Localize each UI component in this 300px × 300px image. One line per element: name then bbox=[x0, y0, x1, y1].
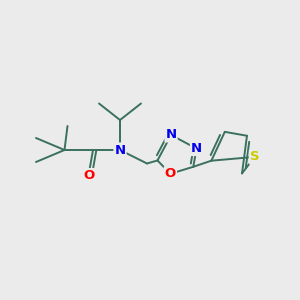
Text: O: O bbox=[165, 167, 176, 180]
Text: O: O bbox=[83, 169, 94, 182]
Text: N: N bbox=[166, 128, 177, 142]
Text: N: N bbox=[191, 142, 202, 155]
Text: S: S bbox=[250, 150, 260, 164]
Text: N: N bbox=[114, 143, 126, 157]
